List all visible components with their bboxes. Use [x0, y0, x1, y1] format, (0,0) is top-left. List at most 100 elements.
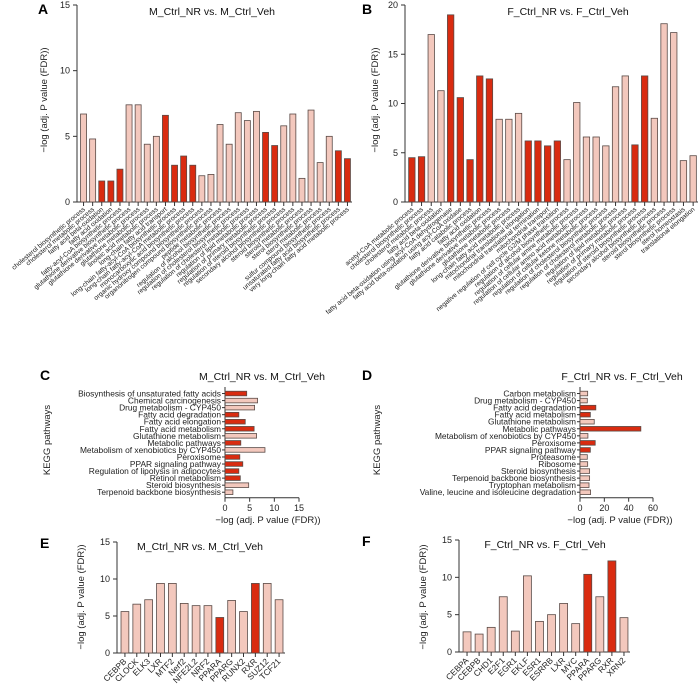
bar [579, 454, 588, 460]
y-tick-label: 0 [65, 197, 70, 207]
bar [437, 90, 445, 203]
bar [547, 614, 556, 653]
bar [579, 489, 591, 495]
bar [180, 155, 188, 203]
bar [198, 175, 206, 203]
chart-title: M_Ctrl_NR vs. M_Ctrl_Veh [149, 6, 275, 18]
bar [171, 164, 178, 203]
bar [125, 104, 133, 203]
bar [495, 118, 503, 203]
y-tick-label: 0 [393, 197, 398, 207]
y-tick-label: 5 [65, 131, 70, 141]
bar [207, 174, 215, 203]
bar [316, 162, 324, 203]
bar [579, 440, 596, 446]
bar [524, 140, 532, 203]
category-label: Fatty acid degradation [138, 410, 221, 420]
bar [535, 620, 544, 653]
y-tick-label: 0 [105, 648, 110, 658]
y-axis-label: KEGG pathways [42, 405, 53, 475]
x-axis-label: −log (adj. P value (FDR)) [215, 515, 320, 526]
chart-title: F_Ctrl_NR vs. F_Ctrl_Veh [484, 539, 606, 551]
bar [162, 114, 169, 203]
bar [325, 135, 333, 203]
x-tick-label: 60 [648, 503, 658, 513]
bar [462, 631, 472, 653]
bar [641, 75, 649, 203]
category-label: Fatty acid metabolism [140, 424, 221, 434]
bar [485, 78, 494, 203]
chart-title: F_Ctrl_NR vs. F_Ctrl_Veh [561, 371, 683, 383]
category-label: Fatty acid metabolism [495, 410, 576, 420]
bar [344, 158, 351, 203]
bar [534, 140, 542, 203]
y-tick-label: 20 [388, 0, 398, 10]
category-label: Steroid biosynthesis [501, 466, 576, 476]
x-axis-label: −log (adj. P value (FDR)) [567, 515, 672, 526]
bar [224, 411, 240, 418]
bar [262, 583, 272, 654]
category-label: Glutathione metabolism [133, 431, 221, 441]
bar [132, 603, 142, 654]
category-label: Metabolic pathways [147, 438, 221, 448]
bar [251, 583, 260, 654]
bar [660, 23, 668, 203]
bar [143, 143, 151, 203]
bar [579, 475, 591, 481]
category-label: Valine, leucine and isoleucine degradati… [420, 487, 577, 497]
category-label: Steroid biosynthesis [146, 480, 221, 490]
y-tick-label: 15 [388, 49, 398, 59]
bar [427, 34, 435, 203]
bar [224, 433, 257, 439]
category-label: Drug metabolism - CYP450 [474, 396, 576, 406]
bar [670, 32, 678, 203]
bar [98, 180, 106, 203]
bar [224, 482, 250, 488]
bar [689, 155, 697, 203]
x-tick-label: 40 [624, 503, 634, 513]
bar [189, 164, 197, 203]
bar [621, 75, 629, 203]
category-label: Retinol metabolism [150, 473, 221, 483]
bar [579, 426, 642, 432]
y-axis-label: KEGG pathways [372, 405, 383, 475]
bar [579, 419, 595, 425]
bar [553, 140, 561, 203]
panel-b: B F_Ctrl_NR vs. F_Ctrl_Veh −log (adj. P va… [325, 0, 698, 316]
bar [152, 135, 160, 203]
x-tick-label: 15 [294, 503, 304, 513]
bar [579, 447, 591, 453]
bar [224, 440, 242, 446]
bar [280, 125, 288, 203]
category-label: Glutathione metabolism [488, 417, 576, 427]
bar [579, 404, 597, 411]
bar [486, 626, 496, 653]
category-label: Drug metabolism - CYP450 [119, 403, 221, 413]
bar [156, 583, 165, 654]
panel-a: A M_Ctrl_NR vs. M_Ctrl_Veh −log (adj. P va… [11, 0, 352, 302]
bar [107, 180, 115, 203]
y-tick-label: 5 [447, 610, 452, 620]
bar [563, 159, 571, 203]
bar [579, 411, 591, 418]
bar [80, 113, 87, 203]
y-tick-label: 5 [105, 611, 110, 621]
y-tick-label: 15 [442, 535, 452, 545]
bar [579, 390, 589, 397]
bar [239, 611, 248, 654]
category-label: Fatty acid degradation [493, 403, 576, 413]
bar [619, 617, 629, 653]
category-label: Fatty acid elongation [144, 417, 222, 427]
bar [224, 461, 244, 467]
bar [224, 475, 241, 481]
bar [116, 168, 124, 203]
x-tick-label: 10 [269, 503, 279, 513]
bar [592, 136, 600, 203]
category-label: Tryptophan metabolism [489, 480, 576, 490]
bar [307, 109, 315, 203]
y-axis-label: −log (adj. P value (FDR)) [76, 544, 87, 649]
category-label: PPAR signaling pathway [485, 445, 577, 455]
bar [179, 603, 189, 654]
bar [476, 75, 484, 203]
bar [334, 150, 342, 203]
